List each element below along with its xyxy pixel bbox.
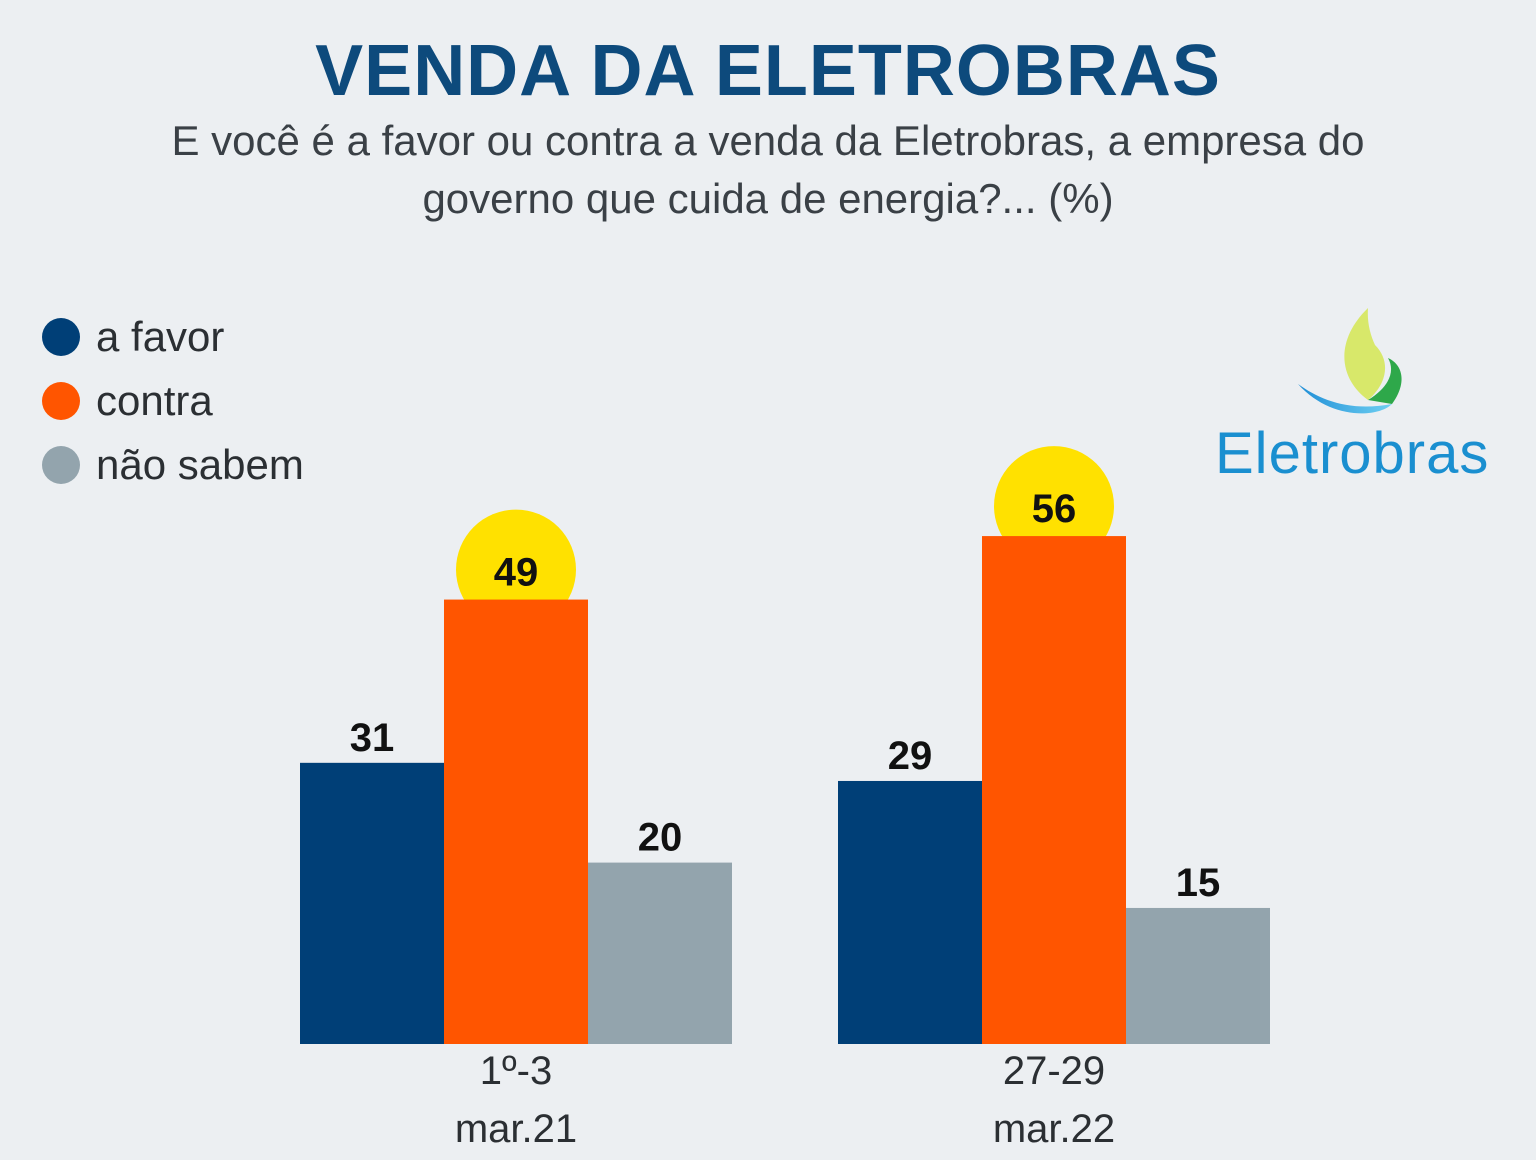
category-label-line1-0: 1º-3 [480,1049,552,1093]
bar-a-favor-0 [300,762,444,1044]
bar-value-label-a-favor-0: 31 [350,716,395,760]
bar-value-label-a-favor-1: 29 [888,734,933,778]
legend: a favor contra não sabem [42,305,304,497]
highlight-circle-contra-1 [994,446,1114,567]
bar-nao-sabem-0 [588,862,732,1044]
bar-value-label-contra-0: 49 [494,551,539,595]
bar-value-label-nao-sabem-1: 15 [1176,861,1221,905]
eletrobras-logo-icon [1298,308,1402,414]
category-label-line1-1: 27-29 [1003,1049,1105,1093]
legend-label-nao-sabem: não sabem [96,441,304,488]
bar-contra-1 [982,536,1126,1044]
category-label-line2-0: mar.21 [455,1107,577,1151]
legend-swatch-nao-sabem [42,446,80,484]
legend-swatch-contra [42,382,80,420]
bar-value-label-contra-1: 56 [1032,487,1077,531]
category-label-line2-1: mar.22 [993,1107,1115,1151]
legend-label-a-favor: a favor [96,313,225,360]
legend-item-contra: contra [42,369,304,433]
legend-item-nao-sabem: não sabem [42,433,304,497]
page-title: VENDA DA ELETROBRAS [315,31,1221,111]
eletrobras-logo-text: Eletrobras [1215,421,1490,486]
bar-contra-0 [444,599,588,1044]
bar-a-favor-1 [838,780,982,1044]
bar-nao-sabem-1 [1126,907,1270,1044]
legend-label-contra: contra [96,377,213,424]
legend-swatch-a-favor [42,318,80,356]
bar-value-label-nao-sabem-0: 20 [638,816,683,860]
legend-item-a-favor: a favor [42,305,304,369]
page-subtitle: E você é a favor ou contra a venda da El… [171,117,1365,222]
